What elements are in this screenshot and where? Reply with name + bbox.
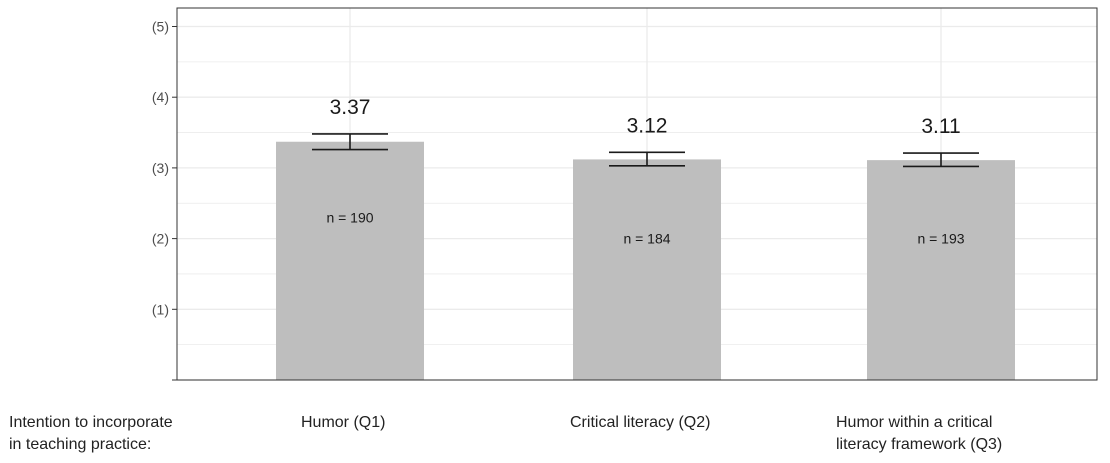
y-tick-label: (3) bbox=[152, 160, 169, 176]
category-label-line: Critical literacy (Q2) bbox=[570, 414, 711, 431]
value-label: 3.11 bbox=[921, 115, 960, 138]
category-label-humor: Humor (Q1) bbox=[301, 412, 385, 434]
sample-size-label: n = 193 bbox=[917, 231, 964, 247]
x-row-label: Intention to incorporate in teaching pra… bbox=[9, 412, 173, 456]
category-label-line: Humor within a critical bbox=[836, 414, 993, 431]
y-tick-label: (1) bbox=[152, 301, 169, 317]
y-axis: (1) (2) (3) (4) (5) bbox=[152, 19, 177, 381]
bars bbox=[276, 141, 1015, 380]
x-row-label-line: in teaching practice: bbox=[9, 436, 152, 453]
y-tick-label: (2) bbox=[152, 231, 169, 247]
bar bbox=[573, 159, 721, 380]
category-label-line: literacy framework (Q3) bbox=[836, 436, 1003, 453]
x-row-label-line: Intention to incorporate bbox=[9, 414, 173, 431]
value-label: 3.37 bbox=[330, 96, 371, 119]
bar bbox=[867, 160, 1015, 380]
sample-size-labels: n = 190 n = 184 n = 193 bbox=[326, 209, 964, 246]
bar bbox=[276, 141, 424, 380]
y-tick-label: (5) bbox=[152, 19, 169, 35]
category-label-humor-critical-literacy: Humor within a critical literacy framewo… bbox=[836, 412, 1002, 456]
category-label-line: Humor (Q1) bbox=[301, 414, 386, 431]
y-tick-label: (4) bbox=[152, 89, 169, 105]
plot-panel-border bbox=[176, 7, 1098, 381]
sample-size-label: n = 184 bbox=[623, 231, 670, 247]
category-label-critical-literacy: Critical literacy (Q2) bbox=[570, 412, 710, 434]
sample-size-label: n = 190 bbox=[326, 209, 373, 225]
value-labels: 3.37 3.12 3.11 bbox=[330, 96, 961, 138]
error-bars bbox=[312, 133, 979, 168]
value-label: 3.12 bbox=[627, 114, 668, 137]
